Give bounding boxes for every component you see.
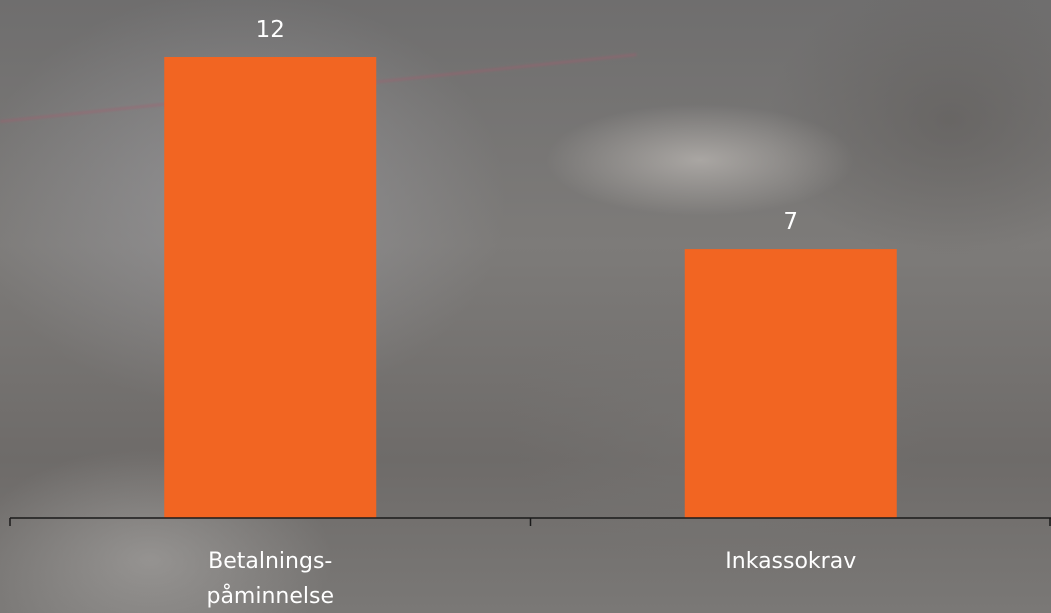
category-label-1-line-2: påminnelse: [206, 583, 334, 609]
bars-group: [164, 57, 897, 518]
category-label-2-line-1: Inkassokrav: [725, 549, 856, 574]
category-labels-group: Betalnings-påminnelse Inkassokrav: [206, 549, 856, 609]
category-label-1-line-1: Betalnings-: [208, 549, 332, 574]
data-label-1: 12: [256, 17, 285, 43]
data-label-2: 7: [783, 209, 798, 235]
bar-1: [164, 57, 376, 518]
x-axis: [10, 518, 1051, 526]
bar-2: [685, 249, 897, 518]
